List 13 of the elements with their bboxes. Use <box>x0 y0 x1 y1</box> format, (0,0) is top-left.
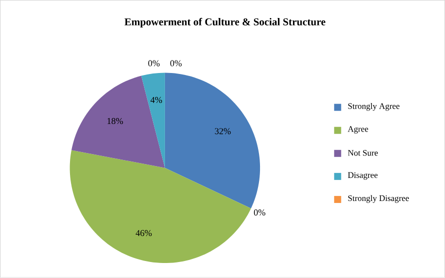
legend-label: Strongly Disagree <box>348 195 409 203</box>
text: 0% <box>148 60 160 66</box>
data-label: 18% <box>108 118 123 124</box>
data-label: 4% <box>150 97 162 104</box>
chart-title: Empowerment of Culture & Social Structure <box>124 18 326 28</box>
legend-label: Disagree <box>348 172 378 180</box>
text: 0% <box>254 210 266 216</box>
legend-label: Agree <box>348 126 368 134</box>
legend-label: Not Sure <box>348 150 378 156</box>
data-label: 46% <box>136 230 152 236</box>
data-label: 32% <box>214 128 231 134</box>
text: 0% <box>170 60 182 66</box>
legend-label: Strongly Agree <box>348 103 400 111</box>
